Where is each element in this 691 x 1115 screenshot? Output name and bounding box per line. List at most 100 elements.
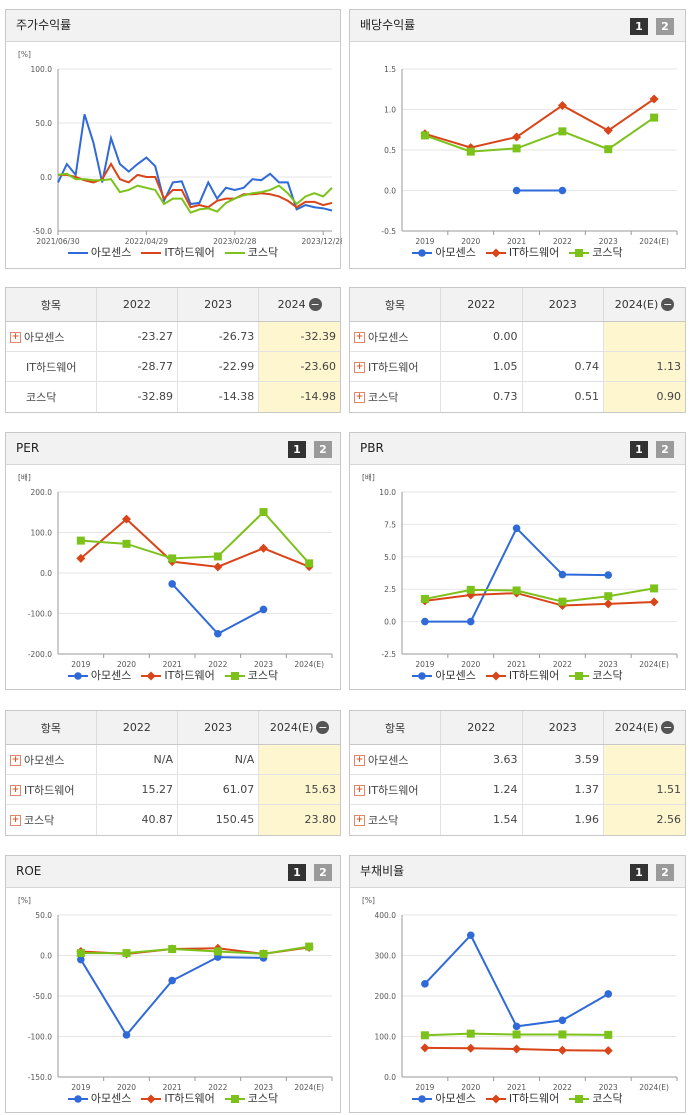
- data-point: [649, 597, 659, 607]
- page-2-button[interactable]: 2: [656, 18, 674, 35]
- legend-item-it-hardware: IT하드웨어: [141, 1090, 215, 1106]
- row-label: 코스닥: [368, 813, 399, 827]
- series-line: [424, 526, 609, 623]
- dividend-legend: 아모센스 IT하드웨어 코스닥: [350, 244, 685, 260]
- header-label: 2023: [548, 721, 577, 734]
- expand-icon[interactable]: +: [10, 755, 21, 766]
- expand-icon[interactable]: +: [354, 362, 365, 373]
- table-cell: 1.96: [521, 804, 604, 835]
- page-1-button[interactable]: 1: [288, 441, 306, 458]
- page-2-button[interactable]: 2: [656, 441, 674, 458]
- x-tick-label: 2022: [553, 1083, 572, 1092]
- collapse-icon[interactable]: −: [661, 721, 675, 735]
- expand-icon[interactable]: +: [354, 785, 365, 796]
- series-amosense: [168, 580, 268, 638]
- series-kosdaq: [76, 508, 314, 568]
- page-1-button[interactable]: 1: [630, 864, 648, 881]
- dividend-chart: 1.5 1.0 0.5 0.0 -0.5 2019 2020 2021 2022 2023 2024…: [381, 65, 678, 246]
- page-1-button[interactable]: 1: [288, 864, 306, 881]
- header-label: 2022: [467, 298, 496, 311]
- column-header: 2024(E) −: [258, 711, 340, 745]
- series-line: [171, 583, 264, 635]
- column-header-item: 항목: [350, 711, 441, 745]
- legend-item-it-hardware: IT하드웨어: [141, 667, 215, 683]
- data-point: [76, 553, 86, 563]
- header-label: 2024(E): [614, 297, 659, 311]
- header-label: 2022: [467, 721, 496, 734]
- pbr-table: 항목 2022 2023 2024(E) − + 아모센스 3.63 3.59 + IT하드웨어 1.…: [349, 710, 686, 836]
- x-tick-label: 2022: [208, 1083, 227, 1092]
- header-label: 항목: [40, 721, 61, 735]
- debt-panel: 부채비율 1 2 [%] 400.0 300.0 200.0 100.0 0.0 2019 2…: [349, 855, 686, 1113]
- page-1-button[interactable]: 1: [630, 441, 648, 458]
- expand-icon[interactable]: +: [354, 392, 365, 404]
- roe-legend: 아모센스 IT하드웨어 코스닥: [6, 1090, 340, 1106]
- table-row: + IT하드웨어 1.24 1.37 1.51: [350, 774, 685, 805]
- collapse-icon[interactable]: −: [316, 721, 330, 735]
- expand-icon[interactable]: +: [10, 785, 21, 796]
- collapse-icon[interactable]: −: [661, 298, 675, 312]
- header-row: 항목 2022 2023 2024(E) −: [350, 711, 685, 745]
- expand-icon[interactable]: +: [354, 815, 365, 827]
- data-point: [557, 1045, 567, 1055]
- expand-icon[interactable]: +: [354, 755, 365, 766]
- table-cell: -32.39: [258, 321, 340, 352]
- data-point: [558, 127, 567, 136]
- legend-label: 아모센스: [90, 246, 132, 259]
- legend-marker: [491, 248, 501, 258]
- data-point: [214, 629, 222, 638]
- x-tick-label: 2024(E): [639, 1083, 669, 1092]
- page-2-button[interactable]: 2: [314, 864, 332, 881]
- data-point: [650, 584, 659, 593]
- table-row: + 아모센스 -23.27 -26.73 -32.39: [6, 321, 340, 352]
- data-point: [650, 113, 659, 122]
- row-label: 코스닥: [26, 390, 57, 404]
- page-2-button[interactable]: 2: [314, 441, 332, 458]
- legend-item-it-hardware: IT하드웨어: [485, 667, 559, 683]
- y-tick-label: 400.0: [375, 911, 397, 920]
- page-1-button[interactable]: 1: [630, 18, 648, 35]
- y-tick-label: 1.5: [384, 65, 396, 74]
- table-cell: 150.45: [176, 804, 259, 835]
- table-cell: 40.87: [95, 804, 178, 835]
- table-row: + 아모센스 3.63 3.59: [350, 744, 685, 775]
- data-point: [122, 539, 131, 548]
- legend-label: 아모센스: [435, 669, 476, 682]
- collapse-icon[interactable]: −: [308, 298, 322, 312]
- y-tick-label: 100.0: [31, 529, 53, 538]
- x-tick-label: 2024(E): [294, 1083, 324, 1092]
- table-cell: 0.73: [440, 381, 523, 412]
- returns-table: 항목 2022 2023 2024− + 아모센스 -23.27 -26.73 -32.39 IT…: [5, 287, 341, 413]
- table-cell: [521, 321, 604, 352]
- column-header: 2022: [95, 288, 178, 322]
- data-point: [76, 536, 85, 545]
- table-cell: -23.27: [95, 321, 178, 352]
- legend-label: IT하드웨어: [164, 1092, 215, 1105]
- x-tick-label: 2023: [599, 237, 618, 246]
- debt-legend: 아모센스 IT하드웨어 코스닥: [350, 1090, 685, 1106]
- legend-marker: [575, 672, 584, 680]
- data-table: 항목 2022 2023 2024− + 아모센스 -23.27 -26.73 -32.39 IT…: [6, 288, 340, 412]
- x-tick-label: 2020: [117, 660, 136, 669]
- per-table: 항목 2022 2023 2024(E) − + 아모센스 N/A N/A + IT하드웨어 15.2…: [5, 710, 341, 836]
- y-tick-label: -100.0: [28, 1033, 52, 1042]
- legend-swatch: [485, 671, 506, 681]
- x-tick-label: 2023/12/28: [302, 237, 342, 246]
- page-2-button[interactable]: 2: [656, 864, 674, 881]
- series-amosense: [512, 186, 567, 195]
- row-label-cell: + 아모센스: [6, 322, 96, 352]
- row-label-cell: 코스닥: [6, 381, 97, 412]
- table-cell: [603, 321, 685, 352]
- expand-icon[interactable]: +: [10, 332, 21, 343]
- data-point: [512, 1044, 522, 1054]
- series-line: [80, 945, 310, 955]
- table-cell: -28.77: [95, 351, 178, 382]
- header-label: 2023: [204, 298, 233, 311]
- unit-label: [%]: [362, 896, 375, 905]
- x-tick-label: 2019: [415, 660, 434, 669]
- row-label: IT하드웨어: [24, 783, 75, 797]
- legend-item-amosense: 아모센스: [412, 244, 476, 260]
- expand-icon[interactable]: +: [354, 332, 365, 343]
- expand-icon[interactable]: +: [10, 815, 21, 827]
- series-line: [57, 172, 333, 214]
